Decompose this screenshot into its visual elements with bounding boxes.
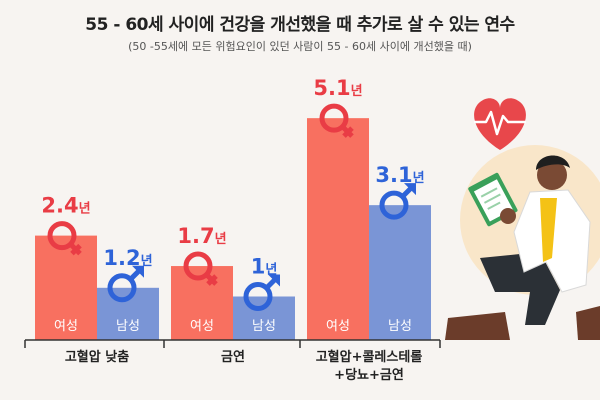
bar-female-1 (35, 235, 97, 340)
doctor-hair (536, 155, 570, 170)
bar-male-2 (233, 296, 295, 340)
bar-female-3 (307, 118, 369, 341)
doctor-shoe-front (445, 312, 510, 340)
female-symbol-icon (319, 103, 354, 138)
male-symbol-icon (379, 183, 416, 220)
data-label: 2.4년 (41, 194, 90, 218)
data-label: 1.7년 (177, 224, 226, 248)
category-label: 고혈압+콜레스테롤 +당뇨+금연 (316, 349, 423, 383)
data-label: 1년 (251, 255, 278, 279)
bar-series-label: 남성 (116, 319, 140, 334)
bar-series-label: 여성 (190, 319, 214, 334)
doctor-hand (500, 208, 516, 224)
data-label: 3.1년 (375, 163, 424, 187)
data-label: 5.1년 (313, 76, 362, 100)
doctor-legs (480, 252, 560, 325)
male-symbol-icon (243, 274, 280, 311)
bar-series-label: 여성 (54, 319, 78, 334)
female-symbol-icon (183, 251, 218, 286)
bar-series-label: 남성 (252, 319, 276, 334)
doctor-shoe-back (576, 306, 600, 340)
data-label: 1.2년 (103, 246, 152, 270)
bar-male-3 (369, 205, 431, 340)
chart-subtitle: (50 -55세에 모든 위험요인이 있던 사람이 55 - 60세 사이에 개… (128, 40, 472, 53)
female-symbol-icon (47, 221, 82, 256)
doctor-shirt (540, 198, 557, 262)
heart-icon (474, 98, 526, 150)
male-symbol-icon (107, 265, 144, 303)
category-label: 고혈압 낮춤 (65, 349, 129, 365)
doctor-illustration (445, 98, 600, 340)
doctor-face (537, 160, 567, 190)
bar-series-label: 여성 (326, 319, 350, 334)
chart-title: 55 - 60세 사이에 건강을 개선했을 때 추가로 살 수 있는 연수 (85, 15, 515, 35)
bar-series-label: 남성 (388, 319, 412, 334)
category-label: 금연 (221, 350, 245, 365)
